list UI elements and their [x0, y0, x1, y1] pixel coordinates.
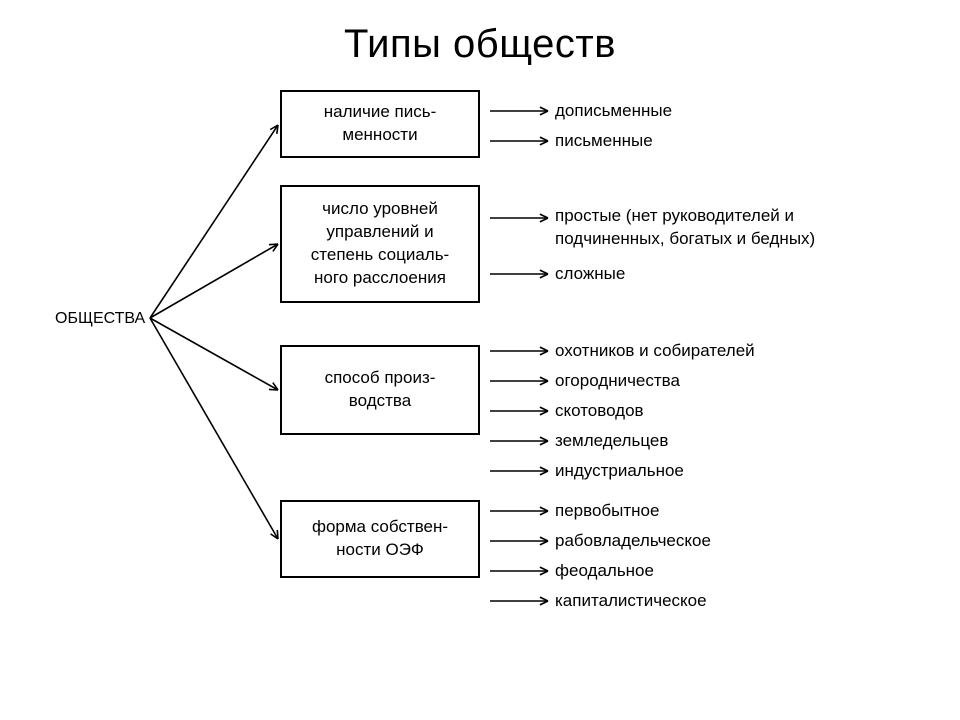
leaf-item: огородничества [555, 370, 680, 393]
leaf-item: феодальное [555, 560, 654, 583]
leaf-item: индустриальное [555, 460, 684, 483]
leaf-item: сложные [555, 263, 625, 286]
category-box-ownership: форма собствен- ности ОЭФ [280, 500, 480, 578]
root-label: ОБЩЕСТВА [55, 310, 145, 328]
leaf-item: первобытное [555, 500, 659, 523]
category-box-production: способ произ- водства [280, 345, 480, 435]
category-box-levels: число уровней управлений и степень социа… [280, 185, 480, 303]
connector-lines [0, 0, 960, 720]
leaf-item: земледельцев [555, 430, 668, 453]
leaf-item: скотоводов [555, 400, 644, 423]
page-title: Типы обществ [0, 22, 960, 67]
category-box-writing: наличие пись- менности [280, 90, 480, 158]
leaf-item: рабовладельческое [555, 530, 711, 553]
leaf-item: капиталистическое [555, 590, 707, 613]
leaf-item: простые (нет руководителей и подчиненных… [555, 205, 815, 251]
leaf-item: письменные [555, 130, 653, 153]
leaf-item: дописьменные [555, 100, 672, 123]
leaf-item: охотников и собирателей [555, 340, 755, 363]
